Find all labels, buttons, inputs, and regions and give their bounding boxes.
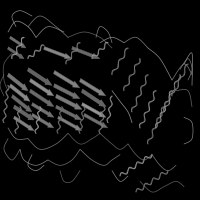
Polygon shape xyxy=(29,78,54,96)
Polygon shape xyxy=(58,116,82,131)
Polygon shape xyxy=(81,89,106,107)
Polygon shape xyxy=(13,105,34,120)
Polygon shape xyxy=(56,105,82,120)
Polygon shape xyxy=(32,103,54,117)
Polygon shape xyxy=(53,84,80,99)
Polygon shape xyxy=(53,70,80,88)
Polygon shape xyxy=(27,68,52,85)
Polygon shape xyxy=(10,36,26,48)
Polygon shape xyxy=(79,78,106,96)
Polygon shape xyxy=(84,113,108,128)
Polygon shape xyxy=(72,46,100,59)
Polygon shape xyxy=(11,94,32,112)
Polygon shape xyxy=(9,84,30,101)
Polygon shape xyxy=(29,89,54,107)
Polygon shape xyxy=(7,73,28,91)
Polygon shape xyxy=(82,103,106,117)
Polygon shape xyxy=(55,94,82,109)
Polygon shape xyxy=(8,47,24,59)
Polygon shape xyxy=(44,46,72,59)
Polygon shape xyxy=(32,113,54,128)
Polygon shape xyxy=(13,116,34,131)
